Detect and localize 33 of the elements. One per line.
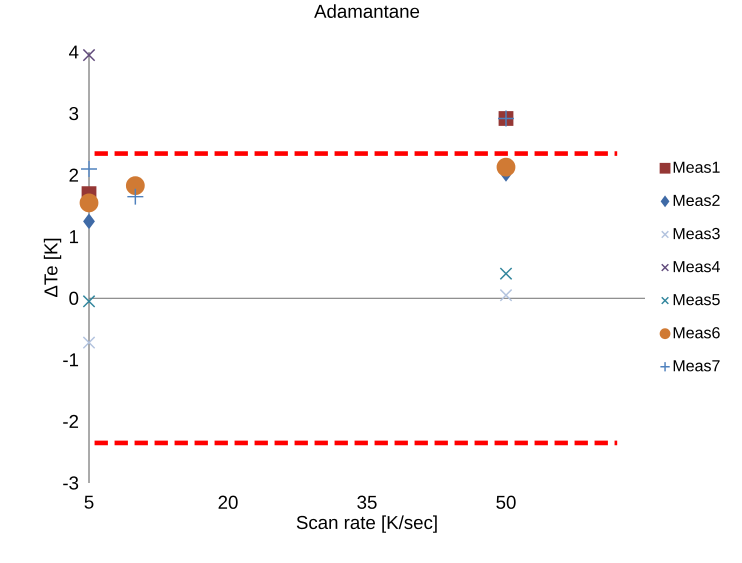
y-tick-label: 0 [69,292,78,305]
y-tick-label: 1 [70,230,78,244]
y-tick-label: -3 [63,476,78,490]
point [496,158,516,177]
point [80,160,98,178]
legend-label: Meas2 [674,194,720,206]
y-axis-title: ΔTe [K] [44,238,62,298]
x-tick-label: 5 [84,496,94,509]
point [500,267,512,280]
x-tick-label: 50 [496,496,516,509]
y-tick-label: 2 [70,168,78,182]
chart-title: Adamantane [314,4,420,18]
point [126,176,145,196]
x-axis-title: Scan rate [K/sec] [296,515,437,533]
legend-label: Meas5 [674,294,720,306]
point [500,288,512,302]
y-tick-label: 4 [69,46,78,58]
point [83,214,95,229]
y-tick-label: -1 [63,353,78,366]
legend-label: Meas1 [674,162,720,173]
legend-label: Meas3 [674,228,720,240]
point [82,294,96,308]
y-tick-label: -2 [63,414,78,428]
point [82,336,96,349]
y-tick-label: 3 [69,106,78,120]
legend-label: Meas4 [674,261,720,272]
legend-label: Meas6 [674,327,720,338]
legend-label: Meas7 [674,360,720,372]
point [80,193,98,212]
point [126,188,144,206]
point [82,48,96,62]
x-tick-label: 35 [357,496,377,509]
x-tick-label: 20 [218,496,238,509]
